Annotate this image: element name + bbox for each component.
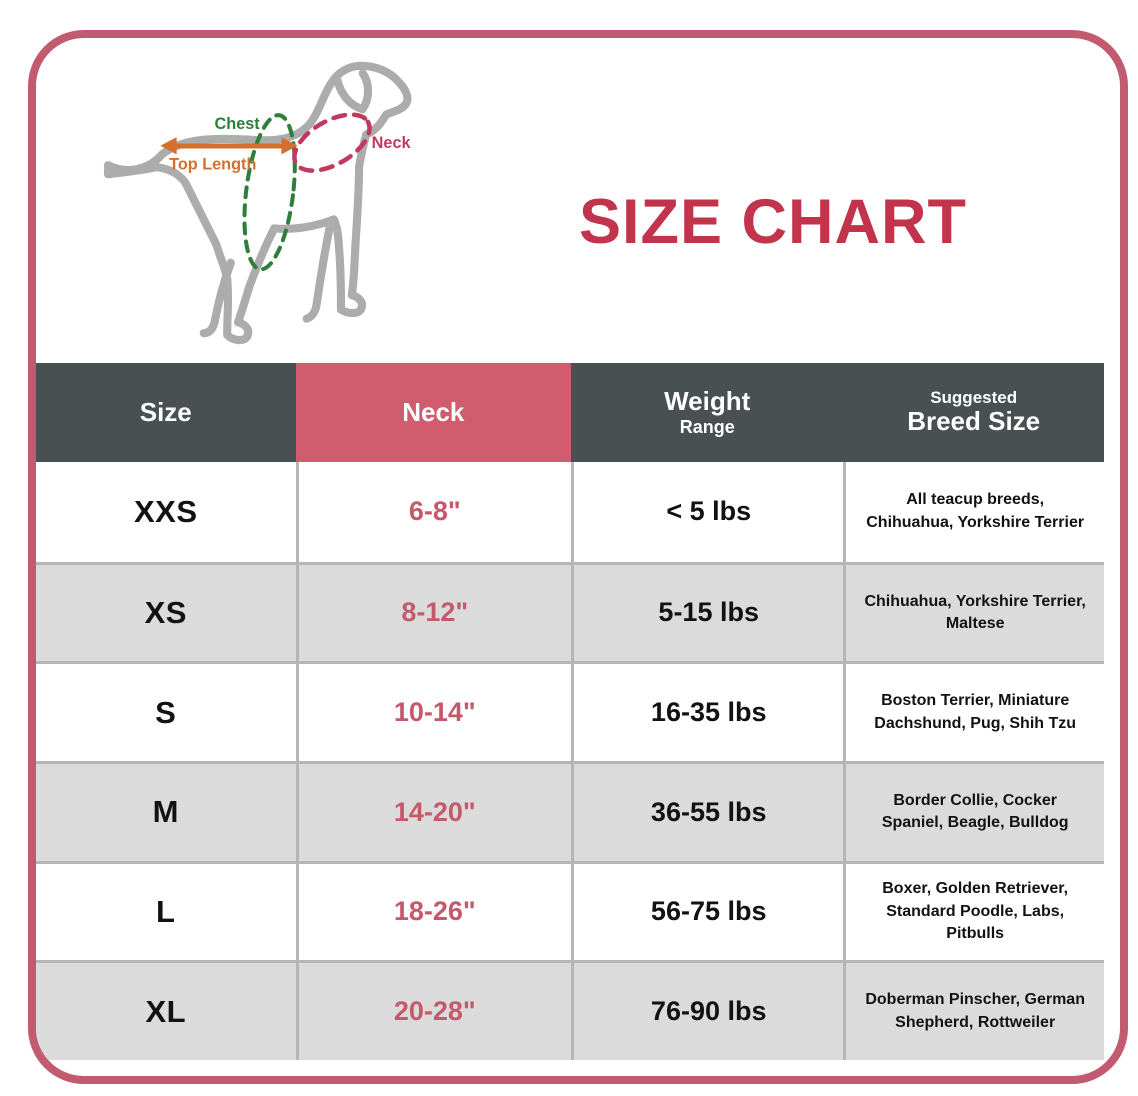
table-header-row: Size Neck Weight Range Suggested Breed S… xyxy=(36,363,1104,462)
top-length-arrow-icon xyxy=(160,137,298,155)
table-row-m: M 14-20" 36-55 lbs Border Collie, Cocker… xyxy=(36,760,1104,861)
weight-header-label: Weight xyxy=(664,386,751,417)
breed-cell: Boston Terrier, Miniature Dachshund, Pug… xyxy=(843,664,1104,761)
neck-cell: 14-20" xyxy=(295,763,572,861)
size-cell: XS xyxy=(144,594,187,630)
page-title: SIZE CHART xyxy=(579,187,967,257)
weight-cell: < 5 lbs xyxy=(571,462,843,562)
weight-cell: 36-55 lbs xyxy=(571,763,843,861)
size-chart-table: Size Neck Weight Range Suggested Breed S… xyxy=(36,363,1104,1060)
neck-header-label: Neck xyxy=(402,396,465,427)
breed-cell: All teacup breeds, Chihuahua, Yorkshire … xyxy=(843,462,1104,562)
breed-header-suplabel: Suggested xyxy=(930,387,1018,407)
breed-cell: Doberman Pinscher, German Shepherd, Rott… xyxy=(843,963,1104,1060)
neck-girth-ellipse-icon xyxy=(292,112,372,173)
weight-cell: 16-35 lbs xyxy=(571,664,843,761)
weight-cell: 56-75 lbs xyxy=(571,863,843,961)
weight-header-sublabel: Range xyxy=(679,417,735,438)
column-header-weight: Weight Range xyxy=(571,363,844,462)
neck-cell: 10-14" xyxy=(295,664,572,761)
size-cell: XXS xyxy=(133,493,198,529)
dog-measurement-diagram-icon: Chest Top Length Neck xyxy=(103,61,412,345)
size-cell: L xyxy=(156,893,176,929)
chest-girth-ellipse-icon xyxy=(242,113,297,272)
breed-cell: Border Collie, Cocker Spaniel, Beagle, B… xyxy=(843,763,1104,861)
breed-header-label: Breed Size xyxy=(907,406,1041,437)
weight-cell: 76-90 lbs xyxy=(571,963,843,1060)
column-header-neck: Neck xyxy=(295,363,572,462)
chest-label: Chest xyxy=(215,115,261,133)
column-header-breed: Suggested Breed Size xyxy=(843,363,1104,462)
table-row-xl: XL 20-28" 76-90 lbs Doberman Pinscher, G… xyxy=(36,960,1104,1060)
size-cell: XL xyxy=(145,993,187,1029)
table-row-xxs: XXS 6-8" < 5 lbs All teacup breeds, Chih… xyxy=(36,462,1104,562)
size-cell: S xyxy=(155,694,177,730)
table-row-s: S 10-14" 16-35 lbs Boston Terrier, Minia… xyxy=(36,661,1104,761)
size-cell: M xyxy=(152,794,179,830)
neck-cell: 8-12" xyxy=(295,564,572,662)
table-row-xs: XS 8-12" 5-15 lbs Chihuahua, Yorkshire T… xyxy=(36,561,1104,662)
table-row-l: L 18-26" 56-75 lbs Boxer, Golden Retriev… xyxy=(36,860,1104,961)
size-chart-card: Chest Top Length Neck SIZE CHART Size Ne… xyxy=(28,30,1128,1084)
breed-cell: Chihuahua, Yorkshire Terrier, Maltese xyxy=(843,564,1104,662)
neck-cell: 20-28" xyxy=(295,963,572,1060)
top-length-label: Top Length xyxy=(169,156,256,174)
breed-cell: Boxer, Golden Retriever, Standard Poodle… xyxy=(843,863,1104,961)
weight-cell: 5-15 lbs xyxy=(571,564,843,662)
size-header-label: Size xyxy=(139,396,192,427)
neck-cell: 18-26" xyxy=(295,863,572,961)
dog-outline-icon xyxy=(103,61,412,345)
neck-cell: 6-8" xyxy=(295,462,572,562)
neck-label: Neck xyxy=(372,134,412,152)
column-header-size: Size xyxy=(36,363,296,462)
